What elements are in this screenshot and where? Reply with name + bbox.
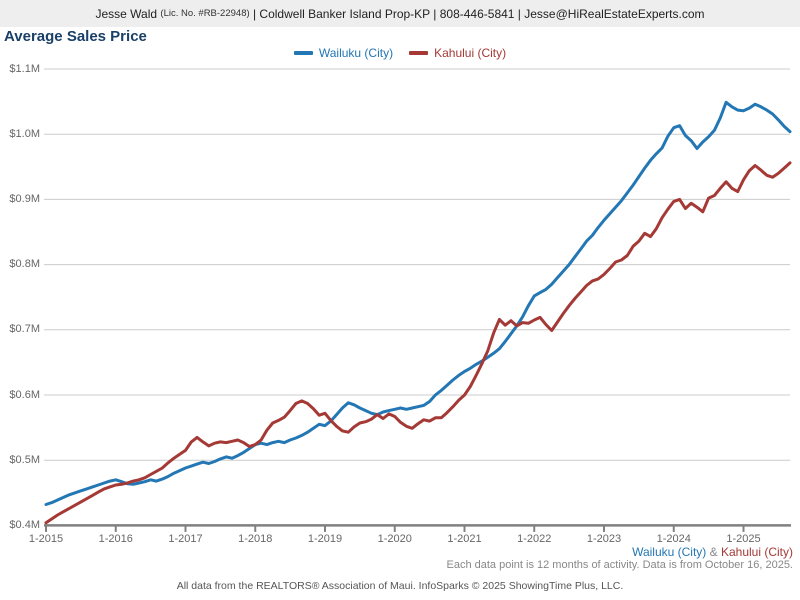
y-axis-tick-label: $0.5M	[0, 454, 40, 467]
x-axis-tick-label: 1-2015	[16, 533, 76, 546]
footer-attribution: All data from the REALTORS® Association …	[0, 580, 800, 592]
x-axis-tick-label: 1-2021	[435, 533, 495, 546]
x-axis-tick-label: 1-2016	[86, 533, 146, 546]
x-axis-tick-label: 1-2023	[574, 533, 634, 546]
y-axis-tick-label: $1.0M	[0, 128, 40, 141]
series-line-kahului[interactable]	[46, 163, 790, 523]
footer-data-note: Each data point is 12 months of activity…	[447, 559, 793, 571]
series-line-wailuku[interactable]	[46, 102, 790, 504]
y-axis-tick-label: $1.1M	[0, 63, 40, 76]
chart-plot-area	[0, 0, 800, 600]
y-axis-tick-label: $0.7M	[0, 323, 40, 336]
x-axis-tick-label: 1-2017	[156, 533, 216, 546]
y-axis-tick-label: $0.8M	[0, 258, 40, 271]
y-axis-tick-label: $0.6M	[0, 389, 40, 402]
footer-series-amp: &	[706, 545, 721, 559]
x-axis-tick-label: 1-2019	[295, 533, 355, 546]
footer-series-wailuku: Wailuku (City)	[632, 545, 706, 559]
footer-series-kahului: Kahului (City)	[721, 545, 793, 559]
x-axis-tick-label: 1-2018	[225, 533, 285, 546]
x-axis-tick-label: 1-2022	[504, 533, 564, 546]
x-axis-tick-label: 1-2020	[365, 533, 425, 546]
footer-series-note: Wailuku (City) & Kahului (City)	[632, 545, 793, 559]
y-axis-tick-label: $0.4M	[0, 519, 40, 532]
y-axis-tick-label: $0.9M	[0, 193, 40, 206]
